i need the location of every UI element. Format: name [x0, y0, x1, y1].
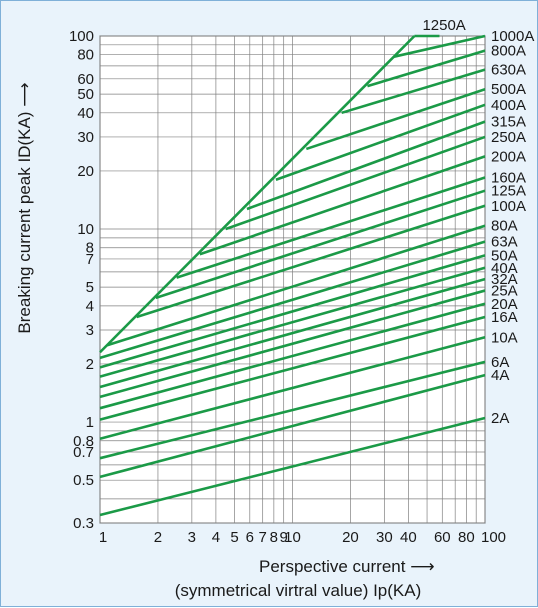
series-label-125a: 125A — [491, 183, 526, 200]
series-line-2a — [99, 416, 486, 517]
series-line-40a — [99, 266, 486, 378]
x-tick-labels: 1 2 3 4 5 6 7 8 910 20 30 40 60 80 100 — [99, 529, 506, 546]
y-tick-label: 0.8 — [73, 433, 94, 450]
series-label-6a: 6A — [491, 354, 509, 371]
series-label-10a: 10A — [491, 329, 518, 346]
x-tick-label: 40 — [400, 529, 417, 546]
series-label-315a: 315A — [491, 114, 526, 131]
y-tick-label: 50 — [77, 86, 94, 103]
series-line-80a — [106, 224, 486, 347]
y-axis-label-text: Breaking current peak ID(KA) — [15, 111, 34, 334]
y-axis-arrow-icon: ⟶ — [15, 82, 35, 107]
series-line-4a — [99, 373, 486, 479]
x-tick-label: 4 — [212, 529, 220, 546]
series-line-500a — [305, 87, 486, 151]
x-tick-label: 3 — [188, 529, 196, 546]
x-axis-sublabel: (symmetrical virtral value) Ip(KA) — [174, 581, 422, 600]
x-axis-arrow-icon: ⟶ — [410, 557, 435, 577]
series-line-315a — [246, 120, 486, 211]
series-labels: 2A4A6A10A16A20A25A32A40A50A63A80A100A125… — [422, 17, 534, 427]
series-label-630a: 630A — [491, 62, 526, 79]
series-label-1000a: 1000A — [491, 28, 534, 45]
series-line-25a — [99, 289, 486, 399]
series-line-63a — [99, 240, 486, 360]
series-line-16a — [99, 315, 486, 421]
series-line-630a — [341, 68, 486, 115]
series-label-40a: 40A — [491, 260, 518, 277]
series-line-800a — [367, 49, 486, 88]
series-label-32a: 32A — [491, 271, 518, 288]
x-tick-label: 1 — [99, 529, 107, 546]
series-line-400a — [275, 103, 486, 181]
series-label-80a: 80A — [491, 218, 518, 235]
series-line-200a — [199, 155, 486, 256]
x-tick-label: 9 — [280, 529, 288, 546]
series-label-4a: 4A — [491, 367, 509, 384]
x-tick-label: 7 — [259, 529, 267, 546]
y-tick-label: 10 — [77, 221, 94, 238]
x-tick-label: 20 — [342, 529, 359, 546]
x-tick-label: 6 — [246, 529, 254, 546]
y-tick-label: 3 — [86, 322, 94, 339]
series-label-400a: 400A — [491, 97, 526, 114]
envelope-line — [99, 35, 416, 354]
x-axis-label-text: Perspective current — [259, 557, 406, 576]
y-tick-label: 0.3 — [73, 515, 94, 532]
series-label-800a: 800A — [491, 43, 526, 60]
series-label-2a: 2A — [491, 410, 509, 427]
series-lines — [99, 34, 486, 517]
series-line-125a — [155, 189, 486, 300]
y-axis-label: Breaking current peak ID(KA) ⟶ — [15, 43, 35, 373]
series-label-25a: 25A — [491, 283, 518, 300]
y-tick-label: 0.5 — [73, 472, 94, 489]
y-tick-label: 40 — [77, 105, 94, 122]
series-label-250a: 250A — [491, 129, 526, 146]
y-tick-label: 8 — [86, 240, 94, 257]
x-tick-label: 30 — [376, 529, 393, 546]
y-tick-label: 2 — [86, 356, 94, 373]
x-tick-label: 60 — [434, 529, 451, 546]
x-tick-label: 8 — [270, 529, 278, 546]
y-tick-label: 60 — [77, 71, 94, 88]
x-axis-label: Perspective current ⟶ — [259, 557, 435, 577]
x-tick-label: 100 — [481, 529, 506, 546]
series-label-1250a: 1250A — [422, 17, 465, 34]
series-label-200a: 200A — [491, 148, 526, 165]
series-label-20a: 20A — [491, 296, 518, 313]
y-tick-label: 100 — [69, 28, 94, 45]
series-label-63a: 63A — [491, 234, 518, 251]
series-line-160a — [176, 176, 486, 279]
series-line-10a — [99, 336, 486, 440]
series-label-100a: 100A — [491, 198, 526, 215]
y-tick-label: 0.7 — [73, 444, 94, 461]
y-tick-label: 1 — [86, 414, 94, 431]
series-line-20a — [99, 302, 486, 410]
series-label-50a: 50A — [491, 247, 518, 264]
y-tick-label: 5 — [86, 279, 94, 296]
series-line-250a — [225, 135, 486, 231]
series-label-500a: 500A — [491, 81, 526, 98]
y-tick-label: 7 — [86, 251, 94, 268]
y-tick-label: 4 — [86, 298, 94, 315]
x-tick-label: 5 — [230, 529, 238, 546]
x-tick-label: 80 — [458, 529, 475, 546]
series-label-16a: 16A — [491, 309, 518, 326]
series-line-32a — [99, 277, 486, 389]
x-tick-label: 2 — [154, 529, 162, 546]
y-tick-label: 80 — [77, 47, 94, 64]
series-line-6a — [99, 360, 486, 460]
series-line-100a — [136, 204, 486, 319]
y-tick-label: 30 — [77, 129, 94, 146]
series-label-160a: 160A — [491, 169, 526, 186]
series-line-1000a — [393, 34, 486, 59]
series-line-50a — [99, 254, 486, 369]
y-tick-label: 20 — [77, 163, 94, 180]
x-tick-label: 10 — [284, 529, 301, 546]
